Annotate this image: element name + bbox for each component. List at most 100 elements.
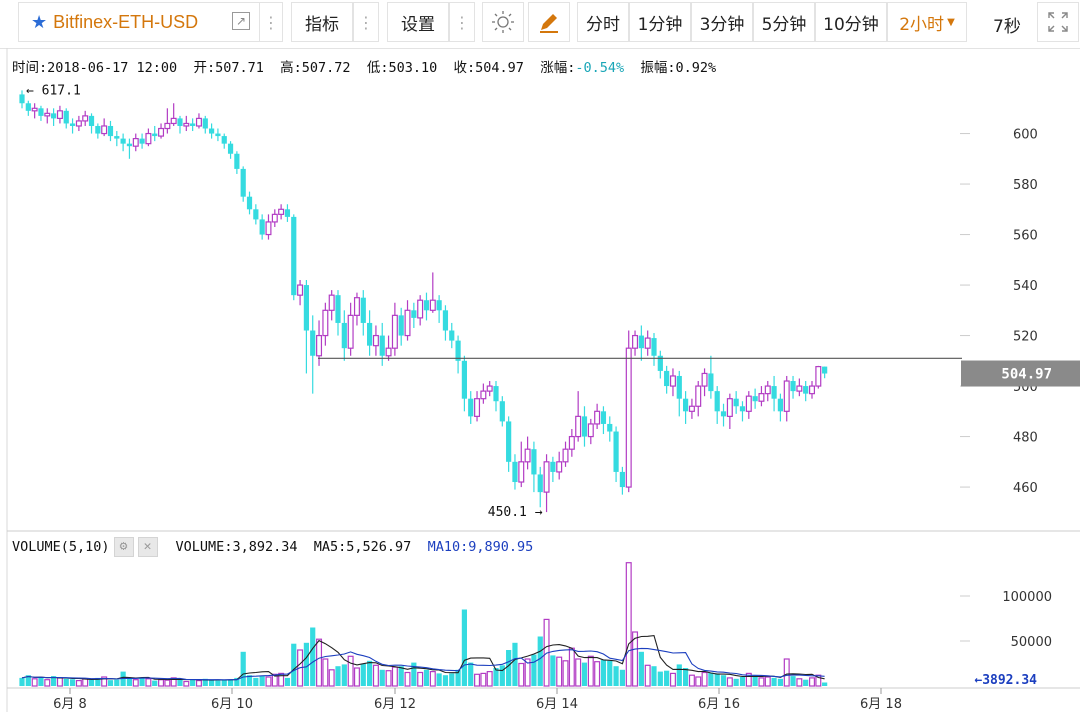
candle [657, 350, 663, 379]
candle-body [367, 322, 373, 346]
period-tab-selected[interactable]: 2小时 ▼ [887, 2, 967, 42]
settings-button[interactable]: 设置 [387, 2, 449, 42]
volume-bar [676, 664, 682, 686]
candle [822, 366, 828, 379]
external-link-icon[interactable]: ↗ [232, 12, 250, 30]
volume-bar [625, 562, 632, 687]
candle-body [139, 138, 145, 144]
candle [550, 456, 556, 483]
candle-body [449, 330, 455, 341]
volume-bar [38, 677, 44, 686]
candle [367, 310, 373, 356]
candle-body [688, 405, 695, 412]
candle-body [745, 395, 752, 412]
candle [808, 381, 815, 399]
low-annotation: 450.1 → [488, 505, 543, 520]
candle-body [44, 112, 51, 117]
candle [234, 151, 240, 174]
candle-body [701, 372, 708, 387]
volume-bar [664, 670, 670, 686]
candle-body [581, 416, 588, 437]
candle-body [271, 213, 278, 223]
volume-bar [19, 677, 25, 686]
candle [195, 113, 202, 129]
candle-body [316, 334, 323, 357]
volume-bar [613, 666, 619, 686]
candle-body [347, 314, 354, 349]
draw-tool-button[interactable] [528, 2, 570, 42]
candle [69, 118, 76, 134]
candle-body [63, 110, 69, 124]
candle [607, 416, 613, 442]
indicators-menu-button[interactable]: ⋮ [353, 2, 379, 42]
close-icon[interactable]: ✕ [137, 537, 158, 557]
candle [297, 280, 304, 306]
candle [664, 365, 670, 394]
candle [227, 141, 234, 159]
settings-label: 设置 [401, 14, 435, 35]
theme-toggle-button[interactable] [482, 2, 524, 42]
time-axis-label: 6月 18 [860, 697, 902, 712]
candle-body [739, 406, 746, 412]
gear-icon[interactable]: ⚙ [113, 537, 134, 557]
volume-bar [367, 660, 373, 686]
candle [429, 272, 436, 313]
candle-body [328, 294, 335, 311]
symbol-selector[interactable]: ★ Bitfinex-ETH-USD ↗ [18, 2, 260, 42]
star-icon[interactable]: ★ [31, 11, 48, 33]
period-tab-1[interactable]: 1分钟 [629, 2, 691, 42]
candle [632, 330, 639, 356]
candle-body [215, 133, 221, 137]
candle-body [461, 360, 467, 399]
volume-bar [372, 664, 379, 687]
volume-bar [644, 664, 651, 687]
candle-body [322, 309, 329, 337]
period-tab-0[interactable]: 分时 [577, 2, 629, 42]
volume-bar [398, 666, 404, 686]
volume-bar [562, 660, 569, 687]
low-label: 低: [366, 60, 389, 76]
period-tab-4[interactable]: 10分钟 [815, 2, 887, 42]
candle [480, 383, 487, 404]
volume-bar [190, 679, 196, 686]
volume-bar [708, 672, 714, 686]
price-axis-label: 560 [1013, 229, 1038, 244]
candle [581, 406, 588, 447]
volume-bar [25, 675, 31, 686]
close-label: 收: [453, 60, 476, 76]
candle-body [101, 125, 108, 135]
period-tab-3[interactable]: 5分钟 [753, 2, 815, 42]
candle [537, 466, 543, 508]
candle [758, 386, 765, 407]
candle-body [783, 380, 790, 412]
candle [164, 108, 171, 134]
time-value: 2018-06-17 12:00 [47, 60, 178, 76]
volume-bar [480, 672, 487, 687]
candle-body [726, 398, 733, 417]
candle-body [632, 334, 639, 349]
high-annotation: ← 617.1 [26, 83, 81, 98]
candle [790, 375, 796, 399]
settings-menu-button[interactable]: ⋮ [449, 2, 475, 42]
candle-body [771, 386, 777, 399]
candle-body [82, 115, 89, 122]
symbol-menu-button[interactable]: ⋮ [259, 2, 283, 42]
time-axis-label: 6月 8 [53, 697, 87, 712]
candle-body [246, 196, 253, 210]
candle [240, 166, 246, 202]
candle-body [720, 411, 727, 417]
volume-bar [246, 675, 253, 686]
candle [638, 325, 644, 361]
candle-body [543, 461, 550, 493]
candle [278, 204, 285, 220]
candle-body [442, 310, 449, 331]
ma10-label: MA10: [427, 539, 469, 555]
candle [328, 290, 335, 321]
candle [594, 403, 601, 429]
pencil-icon [540, 14, 558, 33]
indicators-button[interactable]: 指标 [291, 2, 353, 42]
fullscreen-button[interactable] [1037, 2, 1079, 42]
volume-bar [688, 674, 695, 687]
period-tab-2[interactable]: 3分钟 [691, 2, 753, 42]
